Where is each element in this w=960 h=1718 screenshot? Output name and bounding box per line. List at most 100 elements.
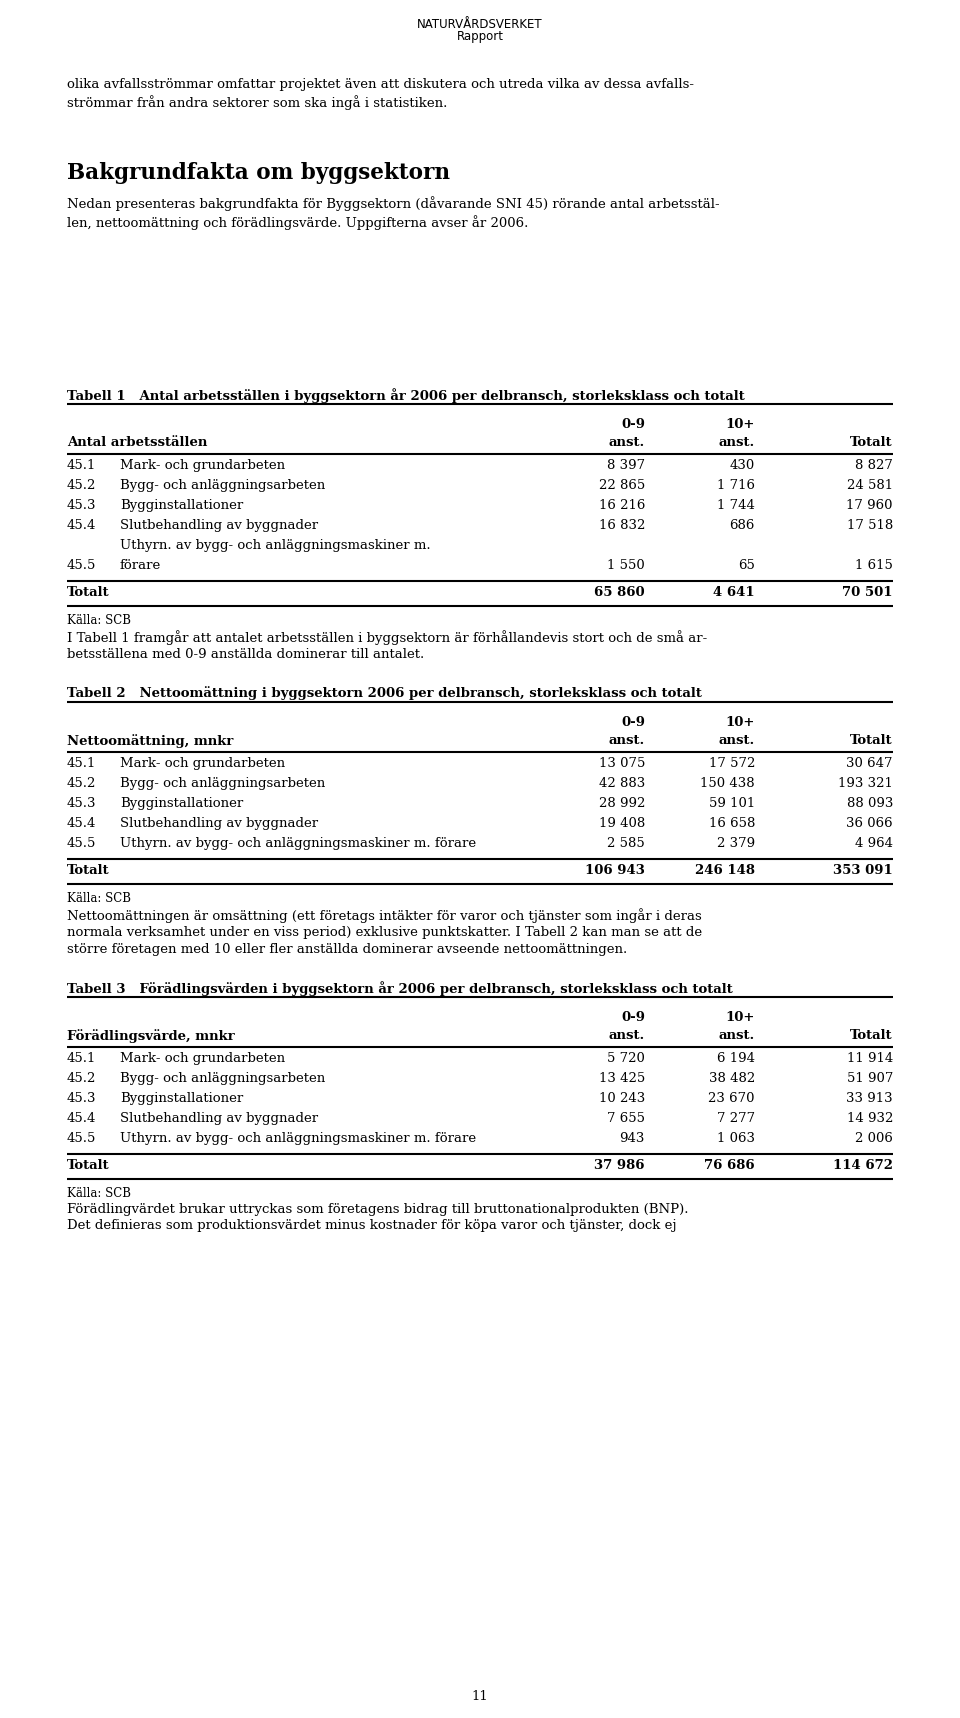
Text: 30 647: 30 647 [847,758,893,770]
Text: 0-9: 0-9 [621,716,645,728]
Text: Bygg- och anläggningsarbeten: Bygg- och anläggningsarbeten [120,479,325,491]
Text: Mark- och grundarbeten: Mark- och grundarbeten [120,758,285,770]
Text: Nettoomättning, mnkr: Nettoomättning, mnkr [67,734,233,747]
Text: Bygginstallationer: Bygginstallationer [120,797,243,809]
Text: Bygginstallationer: Bygginstallationer [120,498,243,512]
Text: 37 986: 37 986 [594,1160,645,1172]
Text: Totalt: Totalt [851,734,893,747]
Text: 11: 11 [471,1691,489,1703]
Text: 59 101: 59 101 [708,797,755,809]
Text: olika avfallsströmmar omfattar projektet även att diskutera och utreda vilka av : olika avfallsströmmar omfattar projektet… [67,77,694,110]
Text: 4 964: 4 964 [855,837,893,850]
Text: 2 585: 2 585 [608,837,645,850]
Text: 45.1: 45.1 [67,758,96,770]
Text: 45.3: 45.3 [67,1093,97,1105]
Text: 17 572: 17 572 [708,758,755,770]
Text: anst.: anst. [609,734,645,747]
Text: 0-9: 0-9 [621,417,645,431]
Text: Totalt: Totalt [67,864,109,876]
Text: 246 148: 246 148 [695,864,755,876]
Text: Mark- och grundarbeten: Mark- och grundarbeten [120,459,285,472]
Text: 88 093: 88 093 [847,797,893,809]
Text: Uthyrn. av bygg- och anläggningsmaskiner m. förare: Uthyrn. av bygg- och anläggningsmaskiner… [120,1132,476,1144]
Text: 22 865: 22 865 [599,479,645,491]
Text: 8 827: 8 827 [855,459,893,472]
Text: 38 482: 38 482 [708,1072,755,1086]
Text: 70 501: 70 501 [843,586,893,600]
Text: 430: 430 [730,459,755,472]
Text: 17 960: 17 960 [847,498,893,512]
Text: Bygg- och anläggningsarbeten: Bygg- och anläggningsarbeten [120,1072,325,1086]
Text: 13 425: 13 425 [599,1072,645,1086]
Text: 11 914: 11 914 [847,1051,893,1065]
Text: 106 943: 106 943 [586,864,645,876]
Text: 45.2: 45.2 [67,479,96,491]
Text: 2 006: 2 006 [855,1132,893,1144]
Text: Totalt: Totalt [67,586,109,600]
Text: 4 641: 4 641 [713,586,755,600]
Text: 45.3: 45.3 [67,797,97,809]
Text: Rapport: Rapport [457,29,503,43]
Text: 17 518: 17 518 [847,519,893,533]
Text: 45.5: 45.5 [67,837,96,850]
Text: Nettoomättningen är omsättning (ett företags intäkter för varor och tjänster som: Nettoomättningen är omsättning (ett före… [67,909,702,955]
Text: Tabell 1   Antal arbetsställen i byggsektorn år 2006 per delbransch, storlekskla: Tabell 1 Antal arbetsställen i byggsekto… [67,388,745,404]
Text: Slutbehandling av byggnader: Slutbehandling av byggnader [120,1112,318,1125]
Text: Tabell 2   Nettoomättning i byggsektorn 2006 per delbransch, storleksklass och t: Tabell 2 Nettoomättning i byggsektorn 20… [67,685,702,699]
Text: 65: 65 [738,558,755,572]
Text: 13 075: 13 075 [599,758,645,770]
Text: 1 063: 1 063 [717,1132,755,1144]
Text: 51 907: 51 907 [847,1072,893,1086]
Text: Mark- och grundarbeten: Mark- och grundarbeten [120,1051,285,1065]
Text: Bakgrundfakta om byggsektorn: Bakgrundfakta om byggsektorn [67,161,450,184]
Text: Tabell 3   Förädlingsvärden i byggsektorn år 2006 per delbransch, storleksklass : Tabell 3 Förädlingsvärden i byggsektorn … [67,981,732,996]
Text: Bygginstallationer: Bygginstallationer [120,1093,243,1105]
Text: 45.3: 45.3 [67,498,97,512]
Text: 7 277: 7 277 [717,1112,755,1125]
Text: 45.4: 45.4 [67,818,96,830]
Text: anst.: anst. [719,734,755,747]
Text: 686: 686 [730,519,755,533]
Text: 16 658: 16 658 [708,818,755,830]
Text: Slutbehandling av byggnader: Slutbehandling av byggnader [120,519,318,533]
Text: Slutbehandling av byggnader: Slutbehandling av byggnader [120,818,318,830]
Text: Källa: SCB: Källa: SCB [67,613,131,627]
Text: Förädlingsvärde, mnkr: Förädlingsvärde, mnkr [67,1029,235,1043]
Text: anst.: anst. [609,1029,645,1043]
Text: 19 408: 19 408 [599,818,645,830]
Text: 36 066: 36 066 [847,818,893,830]
Text: 5 720: 5 720 [607,1051,645,1065]
Text: Källa: SCB: Källa: SCB [67,892,131,905]
Text: 14 932: 14 932 [847,1112,893,1125]
Text: 1 744: 1 744 [717,498,755,512]
Text: 42 883: 42 883 [599,777,645,790]
Text: 1 716: 1 716 [717,479,755,491]
Text: 45.2: 45.2 [67,777,96,790]
Text: 193 321: 193 321 [838,777,893,790]
Text: 45.1: 45.1 [67,459,96,472]
Text: Nedan presenteras bakgrundfakta för Byggsektorn (dåvarande SNI 45) rörande antal: Nedan presenteras bakgrundfakta för Bygg… [67,196,720,230]
Text: 7 655: 7 655 [607,1112,645,1125]
Text: Uthyrn. av bygg- och anläggningsmaskiner m. förare: Uthyrn. av bygg- och anläggningsmaskiner… [120,837,476,850]
Text: 16 216: 16 216 [599,498,645,512]
Text: 24 581: 24 581 [847,479,893,491]
Text: Totalt: Totalt [851,436,893,448]
Text: anst.: anst. [719,436,755,448]
Text: förare: förare [120,558,161,572]
Text: 6 194: 6 194 [717,1051,755,1065]
Text: anst.: anst. [609,436,645,448]
Text: 45.4: 45.4 [67,1112,96,1125]
Text: 8 397: 8 397 [607,459,645,472]
Text: Förädlingvärdet brukar uttryckas som företagens bidrag till bruttonationalproduk: Förädlingvärdet brukar uttryckas som för… [67,1203,688,1232]
Text: Källa: SCB: Källa: SCB [67,1187,131,1199]
Text: 150 438: 150 438 [701,777,755,790]
Text: 33 913: 33 913 [847,1093,893,1105]
Text: 10+: 10+ [726,716,755,728]
Text: 28 992: 28 992 [599,797,645,809]
Text: 10 243: 10 243 [599,1093,645,1105]
Text: I Tabell 1 framgår att antalet arbetsställen i byggsektorn är förhållandevis sto: I Tabell 1 framgår att antalet arbetsstä… [67,631,708,661]
Text: 2 379: 2 379 [717,837,755,850]
Text: 16 832: 16 832 [599,519,645,533]
Text: 0-9: 0-9 [621,1010,645,1024]
Text: anst.: anst. [719,1029,755,1043]
